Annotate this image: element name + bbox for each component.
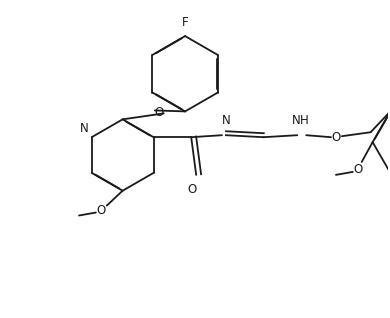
Text: O: O (188, 183, 197, 196)
Text: H: H (300, 114, 308, 127)
Text: N: N (80, 122, 89, 135)
Text: O: O (332, 131, 340, 144)
Text: N: N (222, 114, 230, 127)
Text: O: O (96, 204, 105, 217)
Text: N: N (292, 114, 301, 127)
Text: O: O (353, 163, 362, 176)
Text: O: O (154, 106, 163, 119)
Text: F: F (182, 16, 188, 29)
